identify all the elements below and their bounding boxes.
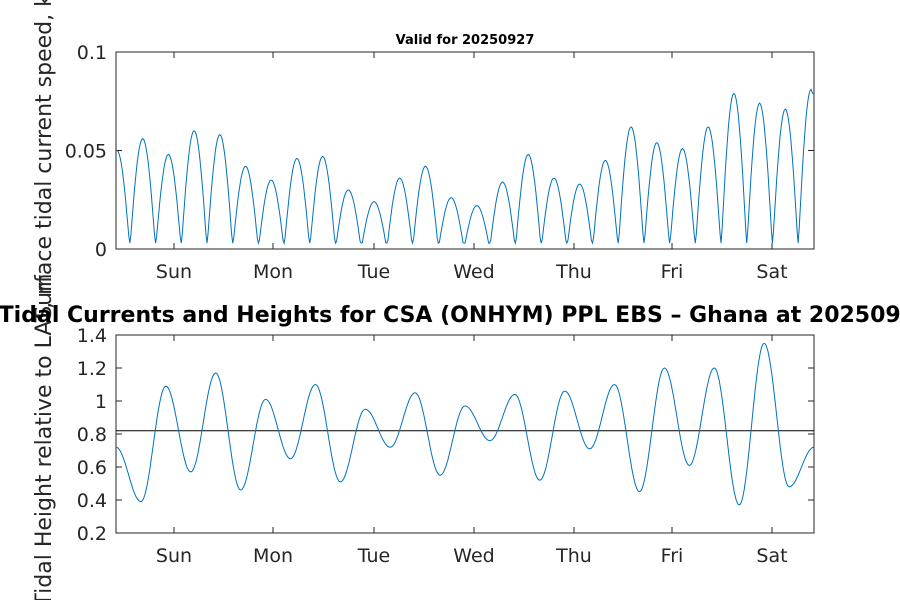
x-tick-label: Mon	[253, 261, 293, 283]
x-tick-label: Fri	[661, 261, 684, 283]
x-tick-label: Sat	[756, 545, 787, 567]
y-tick-label: 0	[95, 239, 107, 261]
y-tick-label: 1.4	[77, 325, 107, 347]
x-tick-label: Sun	[156, 545, 192, 567]
y-tick-label: 0.05	[65, 141, 107, 163]
x-tick-label: Wed	[453, 545, 494, 567]
y-tick-label: 0.1	[77, 42, 107, 64]
y-tick-label: 1	[95, 391, 107, 413]
current-chart-title: Valid for 20250927	[396, 33, 535, 48]
figure-main-title: Tidal Currents and Heights for CSA (ONHY…	[0, 303, 900, 328]
tidal-height-panel: 0.2 0.4 0.6 0.8 1 1.2 1.4 Sun Mon Tue Wed Thu Fri Sat…	[32, 273, 815, 600]
current-speed-line	[116, 88, 814, 246]
x-tick-label: Fri	[661, 545, 684, 567]
current-speed-panel: 0 0.05 0.1 Sun Mon Tue Wed Thu Fri Sat Valid for …	[32, 0, 815, 320]
x-tick-label: Tue	[357, 545, 390, 567]
x-tick-label: Sun	[156, 261, 192, 283]
x-tick-label: Thu	[555, 261, 592, 283]
height-axes-box	[115, 334, 815, 534]
y-tick-label: 0.8	[77, 424, 107, 446]
y-tick-label: 0.4	[77, 490, 107, 512]
current-tick-group: 0 0.05 0.1 Sun Mon Tue Wed Thu Fri Sat	[65, 42, 814, 283]
current-y-axis-label: Surface tidal current speed, kn	[32, 0, 57, 320]
height-tick-group: 0.2 0.4 0.6 0.8 1 1.2 1.4 Sun Mon Tue Wed Thu Fri Sat	[77, 325, 814, 567]
x-tick-label: Thu	[555, 545, 592, 567]
y-tick-label: 1.2	[77, 358, 107, 380]
y-tick-label: 0.6	[77, 457, 107, 479]
x-tick-label: Sat	[756, 261, 787, 283]
y-tick-label: 0.2	[77, 523, 107, 545]
current-axes-box	[115, 51, 815, 250]
height-y-axis-label: Tidal Height relative to LAT, m	[32, 273, 57, 600]
x-tick-label: Tue	[357, 261, 390, 283]
x-tick-label: Mon	[253, 545, 293, 567]
x-tick-label: Wed	[453, 261, 494, 283]
tidal-height-line	[115, 342, 815, 506]
